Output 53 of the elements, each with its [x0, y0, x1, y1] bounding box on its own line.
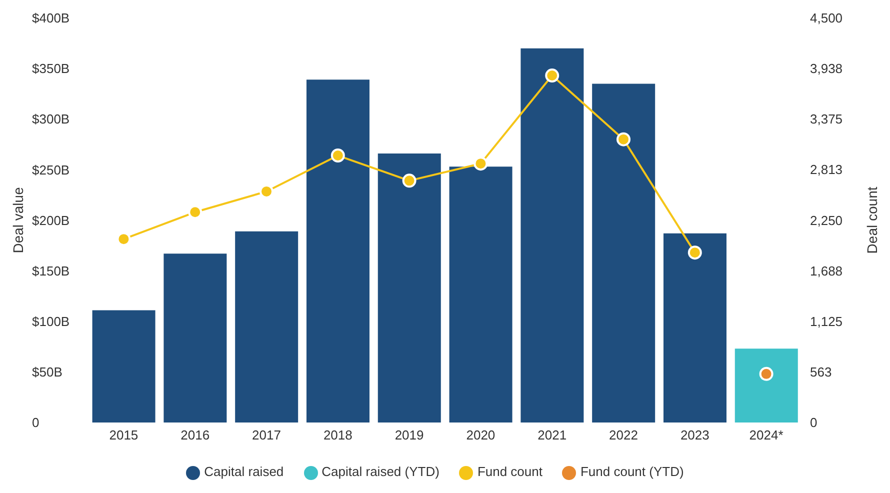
- x-tick-label: 2017: [252, 428, 281, 443]
- legend-label: Capital raised (YTD): [322, 464, 440, 480]
- x-tick-label: 2024*: [749, 428, 784, 443]
- bar: [164, 254, 227, 422]
- bar: [734, 348, 798, 422]
- bar: [449, 166, 512, 422]
- x-tick-label: 2019: [394, 428, 424, 443]
- bar: [92, 310, 156, 422]
- y-axis-title: Deal value: [10, 186, 26, 254]
- legend-label: Capital raised: [204, 464, 284, 480]
- y2-axis-title: Deal count: [864, 186, 880, 254]
- y2-tick-label: 1,688: [810, 263, 843, 278]
- point: [759, 366, 774, 381]
- point: [545, 68, 560, 83]
- y-tick-label: $400B: [32, 10, 70, 26]
- bar: [520, 48, 584, 422]
- y2-tick-label: 0: [810, 415, 818, 430]
- y-tick-label: $150B: [32, 263, 70, 278]
- point: [330, 148, 345, 163]
- bar: [663, 233, 726, 422]
- x-tick-label: 2020: [466, 428, 496, 443]
- y-tick-label: $50B: [32, 364, 62, 380]
- x-tick-label: 2023: [680, 428, 710, 443]
- point: [188, 205, 202, 220]
- x-tick-label: 2016: [180, 428, 210, 443]
- legend-label: Fund count (YTD): [580, 464, 684, 480]
- bar: [378, 153, 441, 422]
- point: [116, 232, 131, 246]
- point: [474, 156, 488, 171]
- x-tick-label: 2018: [323, 428, 352, 443]
- y2-tick-label: 1,125: [810, 314, 843, 329]
- x-tick-label: 2015: [109, 428, 138, 443]
- y-tick-label: $100B: [32, 314, 70, 329]
- y2-tick-label: 3,938: [810, 61, 843, 76]
- y-tick-label: $350B: [32, 61, 70, 76]
- y-tick-label: $300B: [32, 112, 70, 127]
- bar: [306, 80, 370, 422]
- x-tick-label: 2021: [538, 428, 567, 443]
- y2-tick-label: 3,375: [810, 112, 843, 127]
- y2-tick-label: 2,250: [810, 212, 843, 228]
- point: [616, 132, 630, 146]
- legend-label: Fund count: [477, 464, 542, 480]
- point: [402, 174, 416, 188]
- y2-tick-label: 4,500: [810, 10, 843, 26]
- point: [688, 246, 702, 260]
- y-tick-label: $200B: [32, 212, 70, 228]
- y2-tick-label: 563: [810, 364, 832, 380]
- bar: [592, 84, 656, 422]
- y2-tick-label: 2,813: [810, 162, 843, 178]
- y-tick-label: 0: [32, 415, 40, 430]
- x-tick-label: 2022: [609, 428, 638, 443]
- bar: [235, 231, 298, 422]
- y-tick-label: $250B: [32, 162, 70, 178]
